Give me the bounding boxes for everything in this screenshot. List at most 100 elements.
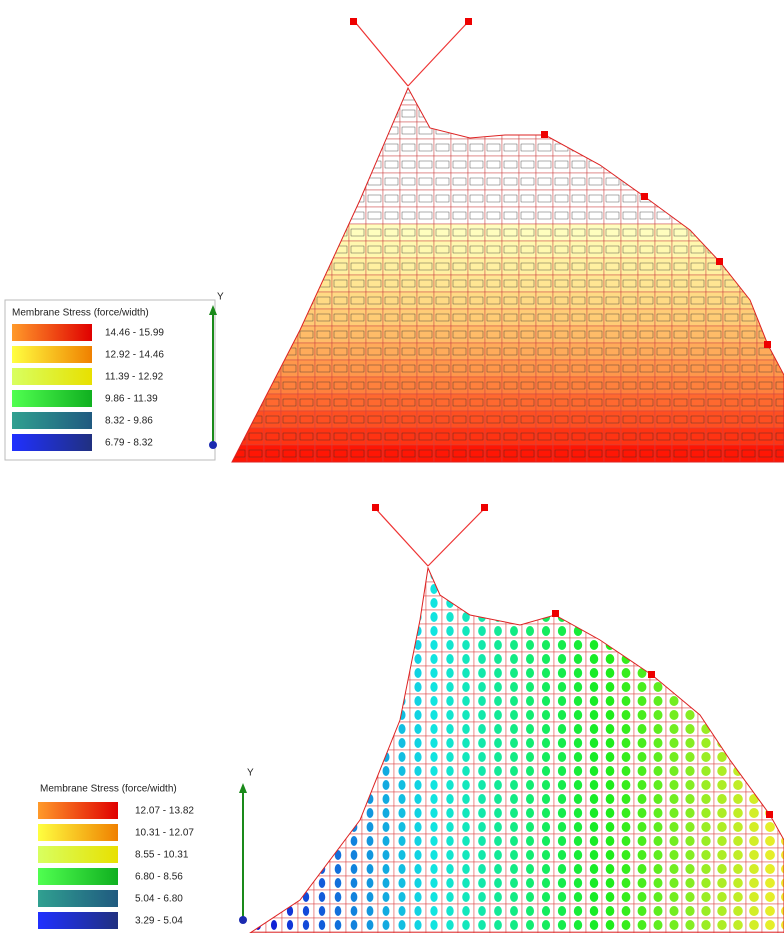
- stress-marker: [335, 850, 342, 860]
- legend-label: 14.46 - 15.99: [105, 328, 164, 339]
- mesh-cell: [332, 326, 349, 343]
- mesh-cell: [723, 173, 740, 190]
- stress-marker: [717, 864, 726, 874]
- cell-label-box: [300, 263, 313, 270]
- stress-marker: [526, 668, 534, 678]
- stress-marker: [335, 738, 342, 748]
- stress-marker: [414, 906, 421, 916]
- mesh-cell: [740, 190, 757, 207]
- stress-marker: [622, 724, 631, 734]
- stress-marker: [765, 766, 775, 776]
- mesh-cell: [689, 122, 706, 139]
- mesh-cell: [264, 428, 281, 445]
- cell-label-box: [385, 93, 398, 100]
- mesh-cell: [247, 428, 264, 445]
- stress-marker: [542, 724, 550, 734]
- stress-marker: [542, 822, 550, 832]
- stress-marker: [510, 766, 518, 776]
- mesh-cell: [298, 694, 314, 708]
- stress-marker: [255, 710, 261, 720]
- mesh-cell: [264, 88, 281, 105]
- mesh-cell: [740, 139, 757, 156]
- stress-marker: [558, 626, 566, 636]
- mesh-cell: [332, 360, 349, 377]
- mesh-cell: [250, 596, 266, 610]
- stress-marker: [622, 892, 631, 902]
- mesh-cell: [434, 122, 451, 139]
- mesh-cell: [264, 292, 281, 309]
- mesh-cell: [655, 173, 672, 190]
- mesh-cell: [570, 190, 587, 207]
- mesh-cell: [672, 394, 689, 411]
- mesh-cell: [740, 88, 757, 105]
- stress-marker: [319, 780, 325, 790]
- stress-marker: [287, 878, 293, 888]
- stress-marker: [494, 808, 502, 818]
- stress-marker: [733, 794, 743, 804]
- mesh-cell: [689, 360, 706, 377]
- stress-marker: [526, 598, 534, 608]
- mesh-cell: [468, 258, 485, 275]
- mesh-cell: [281, 394, 298, 411]
- mesh-cell: [655, 326, 672, 343]
- mesh-cell: [502, 275, 519, 292]
- mesh-cell: [451, 207, 468, 224]
- mesh-cell: [485, 190, 502, 207]
- stress-marker: [542, 766, 550, 776]
- mesh-cell: [714, 708, 730, 722]
- stress-marker: [685, 598, 694, 608]
- stress-marker: [749, 570, 759, 580]
- stress-marker: [319, 794, 325, 804]
- cell-label-box: [776, 314, 784, 321]
- mesh-cell: [366, 445, 383, 462]
- stress-marker: [749, 906, 759, 916]
- mesh-cell: [757, 105, 774, 122]
- stress-marker: [383, 794, 390, 804]
- mesh-cell: [247, 105, 264, 122]
- screenshot: Membrane Stress (force/width) Membrane S…: [0, 0, 784, 933]
- stress-marker: [351, 738, 358, 748]
- mesh-cell: [298, 292, 315, 309]
- stress-marker: [622, 626, 631, 636]
- stress-marker: [669, 626, 678, 636]
- mesh-cell: [250, 568, 266, 582]
- mesh-cell: [519, 411, 536, 428]
- stress-marker: [622, 850, 631, 860]
- mesh-cell: [417, 122, 434, 139]
- stress-marker: [446, 710, 453, 720]
- mesh-cell: [714, 652, 730, 666]
- stress-marker: [383, 640, 390, 650]
- mesh-cell: [586, 582, 602, 596]
- mesh-cell: [553, 394, 570, 411]
- stress-marker: [749, 808, 759, 818]
- mesh-cell: [698, 568, 714, 582]
- mesh-cell: [778, 792, 784, 806]
- stress-marker: [303, 710, 309, 720]
- cell-label-box: [742, 144, 755, 151]
- mesh-cell: [383, 326, 400, 343]
- stress-marker: [638, 640, 647, 650]
- cell-label-box: [334, 144, 347, 151]
- mesh-cell: [282, 750, 298, 764]
- mesh-cell: [250, 820, 266, 834]
- mesh-cell: [621, 258, 638, 275]
- mesh-cell: [740, 326, 757, 343]
- mesh-cell: [672, 122, 689, 139]
- stress-marker: [733, 864, 743, 874]
- stress-marker: [255, 738, 261, 748]
- cell-label-box: [266, 195, 279, 202]
- mesh-cell: [378, 582, 394, 596]
- mesh-cell: [281, 224, 298, 241]
- stress-marker: [414, 696, 421, 706]
- cell-label-box: [742, 127, 755, 134]
- stress-marker: [303, 654, 309, 664]
- mesh-cell: [502, 207, 519, 224]
- mesh-cell: [746, 708, 762, 722]
- stress-marker: [335, 780, 342, 790]
- stress-marker: [685, 822, 694, 832]
- stress-marker: [510, 738, 518, 748]
- mesh-cell: [366, 241, 383, 258]
- mesh-cell: [672, 207, 689, 224]
- mesh-cell: [650, 638, 666, 652]
- stress-marker: [351, 766, 358, 776]
